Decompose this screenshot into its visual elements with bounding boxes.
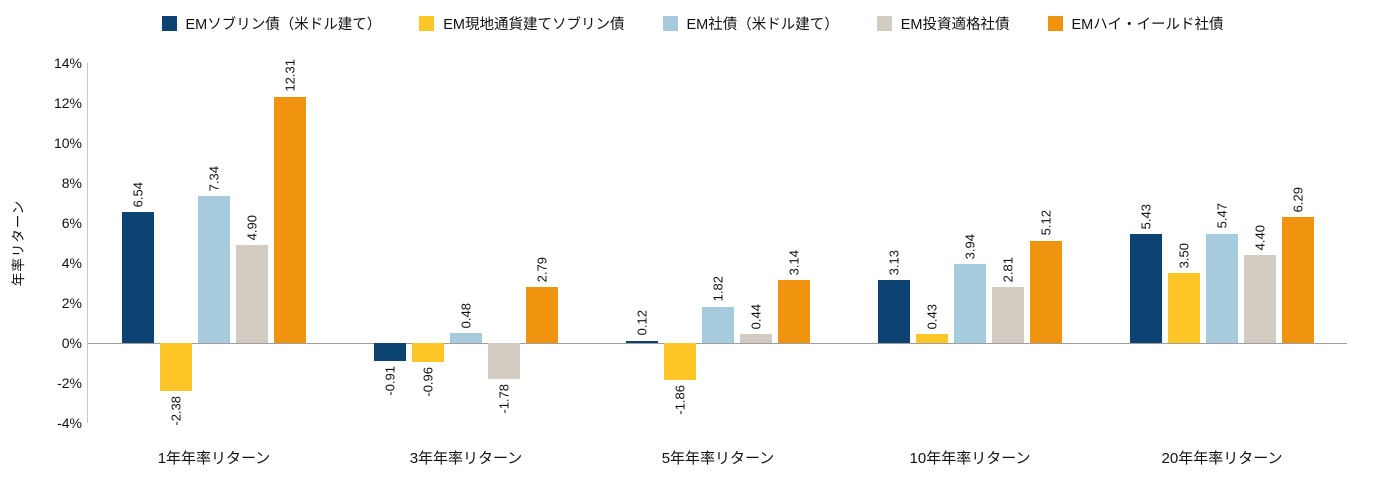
bar-value-label: -1.78 (496, 383, 512, 414)
x-category-label: 1年年率リターン (157, 450, 271, 467)
legend-label: EM投資適格社債 (900, 17, 1010, 33)
bar-value-label: 4.40 (1252, 224, 1268, 250)
legend-item-2: EM社債（米ドル建て） (662, 13, 839, 34)
legend-swatch-icon (876, 16, 892, 31)
y-tick-label: 12% (53, 95, 82, 111)
x-category-label: 3年年率リターン (409, 450, 523, 467)
legend-swatch-icon (1047, 16, 1063, 31)
y-tick-label: 10% (53, 135, 82, 151)
y-tick-label: -4% (57, 415, 82, 431)
bar-series4-group2 (778, 280, 810, 343)
bar-series1-group0 (160, 343, 192, 391)
bar-value-label: -2.38 (168, 395, 184, 426)
y-axis-title: 年率リターン (11, 199, 26, 287)
bar-series0-group2 (626, 340, 658, 343)
bar-series2-group2 (702, 306, 734, 343)
bar-series4-group1 (526, 287, 558, 343)
bar-series3-group0 (236, 245, 268, 343)
bar-series4-group0 (274, 96, 306, 343)
bar-series3-group1 (488, 343, 520, 379)
zero-baseline (88, 343, 1347, 344)
legend-swatch-icon (662, 16, 678, 31)
bar-series0-group4 (1130, 234, 1162, 343)
bar-series1-group2 (664, 343, 696, 381)
bar-series1-group1 (412, 343, 444, 363)
bar-series1-group3 (916, 334, 948, 343)
bar-value-label: 5.47 (1214, 203, 1230, 229)
bar-value-label: 0.12 (634, 310, 650, 336)
bar-series2-group1 (450, 333, 482, 343)
bar-value-label: 12.31 (282, 59, 298, 92)
bar-series2-group3 (954, 264, 986, 343)
legend-label: EMハイ・イールド社債 (1071, 17, 1224, 33)
bar-value-label: -0.91 (382, 366, 398, 396)
bar-value-label: 3.50 (1176, 242, 1192, 268)
bar-value-label: 6.54 (130, 181, 146, 208)
bar-value-label: 3.13 (886, 250, 902, 276)
legend-label: EM社債（米ドル建て） (686, 17, 839, 33)
legend-item-0: EMソブリン債（米ドル建て） (161, 13, 382, 34)
x-category-label: 5年年率リターン (661, 450, 775, 467)
bar-value-label: 4.90 (244, 214, 260, 240)
y-tick-label: -2% (57, 375, 82, 391)
bar-value-label: 2.79 (534, 256, 550, 283)
legend-item-3: EM投資適格社債 (876, 13, 1010, 34)
y-tick-label: 2% (61, 295, 82, 311)
x-category-label: 20年年率リターン (1161, 450, 1283, 467)
bar-value-label: 2.81 (1000, 256, 1016, 282)
bar-value-label: -1.86 (672, 385, 688, 415)
chart-legend: EMソブリン債（米ドル建て） EM現地通貨建てソブリン債 EM社債（米ドル建て） EM… (0, 13, 1385, 34)
bar-series4-group4 (1282, 217, 1314, 343)
bar-series4-group3 (1030, 240, 1062, 343)
bar-value-label: 6.29 (1290, 186, 1306, 213)
bar-value-label: 3.14 (786, 249, 802, 276)
legend-item-4: EMハイ・イールド社債 (1047, 13, 1224, 34)
legend-swatch-icon (161, 16, 177, 31)
bar-series0-group3 (878, 280, 910, 343)
y-axis-line (87, 63, 88, 423)
bar-series3-group3 (992, 286, 1024, 343)
y-tick-label: 6% (61, 215, 82, 231)
bar-value-label: 5.12 (1038, 210, 1054, 236)
legend-label: EMソブリン債（米ドル建て） (185, 17, 382, 33)
bar-value-label: -0.96 (420, 367, 436, 397)
legend-label: EM現地通貨建てソブリン債 (443, 17, 625, 33)
bar-value-label: 0.43 (924, 304, 940, 330)
y-tick-label: 8% (61, 175, 82, 191)
bar-series3-group4 (1244, 255, 1276, 343)
bar-value-label: 3.94 (962, 233, 978, 260)
bar-series3-group2 (740, 334, 772, 343)
bar-value-label: 1.82 (710, 276, 726, 302)
bar-series1-group4 (1168, 273, 1200, 343)
bar-value-label: 0.44 (748, 303, 764, 330)
x-category-label: 10年年率リターン (909, 450, 1031, 467)
bar-value-label: 0.48 (458, 303, 474, 329)
y-tick-label: 4% (61, 255, 82, 271)
y-tick-label: 14% (53, 55, 82, 71)
bar-series0-group1 (374, 343, 406, 362)
bar-value-label: 5.43 (1138, 204, 1154, 230)
bar-series2-group0 (198, 196, 230, 343)
y-tick-label: 0% (61, 335, 82, 351)
bar-value-label: 7.34 (206, 165, 222, 192)
legend-item-1: EM現地通貨建てソブリン債 (419, 13, 625, 34)
legend-swatch-icon (419, 16, 435, 31)
bar-series2-group4 (1206, 233, 1238, 343)
bar-series0-group0 (122, 212, 154, 343)
